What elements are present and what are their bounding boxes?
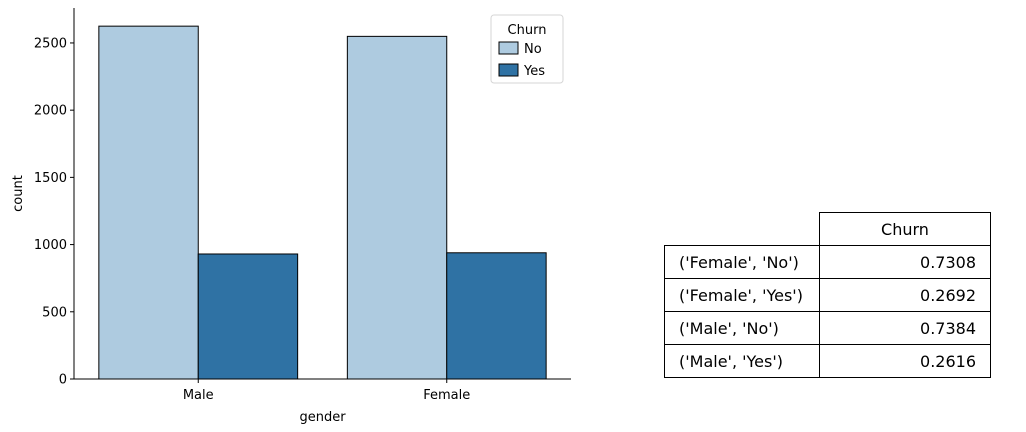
legend-label-no: No (524, 42, 542, 57)
legend: Churn No Yes (490, 14, 564, 84)
table-cell-value: 0.2616 (819, 344, 991, 378)
legend-title: Churn (508, 23, 547, 38)
table-cell-value: 0.2692 (819, 278, 991, 312)
table-row-label: ('Male', 'No') (664, 311, 820, 345)
table-column-header: Churn (819, 212, 991, 246)
y-tick-label: 1500 (34, 171, 67, 186)
x-tick-label: Male (183, 388, 214, 403)
y-axis-label: count (11, 175, 26, 212)
table-cell-value: 0.7384 (819, 311, 991, 345)
bars (98, 25, 547, 380)
legend-swatch-no (498, 41, 519, 55)
table-row-label: ('Male', 'Yes') (664, 344, 820, 378)
table-row: ('Female', 'Yes') 0.2692 (664, 278, 991, 312)
x-tick-label: Female (423, 388, 470, 403)
axes: 0 500 1000 1500 2000 2500 Male Female gender coun… (11, 8, 571, 425)
bar-yes-female (446, 252, 547, 380)
legend-swatch-yes (498, 63, 519, 77)
bar-no-male (98, 25, 199, 380)
churn-ratio-table: Churn ('Female', 'No') 0.7308 ('Female',… (664, 212, 991, 378)
table-cell-value: 0.7308 (819, 245, 991, 279)
bar-yes-male (197, 253, 299, 380)
legend-label-yes: Yes (523, 64, 545, 79)
table-row: ('Female', 'No') 0.7308 (664, 245, 991, 279)
table-corner-cell (664, 212, 820, 246)
table-row: ('Male', 'Yes') 0.2616 (664, 344, 991, 378)
bar-no-female (346, 35, 448, 380)
table-row-label: ('Female', 'No') (664, 245, 820, 279)
x-axis-label: gender (299, 410, 346, 425)
y-tick-label: 1000 (34, 238, 67, 253)
y-tick-label: 2500 (34, 36, 67, 51)
table-row-label: ('Female', 'Yes') (664, 278, 820, 312)
table-header-row: Churn (664, 212, 991, 246)
y-tick-label: 500 (42, 305, 67, 320)
bar-chart: 0 500 1000 1500 2000 2500 Male Female gender coun… (11, 8, 571, 425)
y-tick-label: 2000 (34, 104, 67, 119)
y-tick-label: 0 (59, 373, 67, 388)
churn-ratio-table-container: Churn ('Female', 'No') 0.7308 ('Female',… (664, 212, 991, 378)
table-row: ('Male', 'No') 0.7384 (664, 311, 991, 345)
